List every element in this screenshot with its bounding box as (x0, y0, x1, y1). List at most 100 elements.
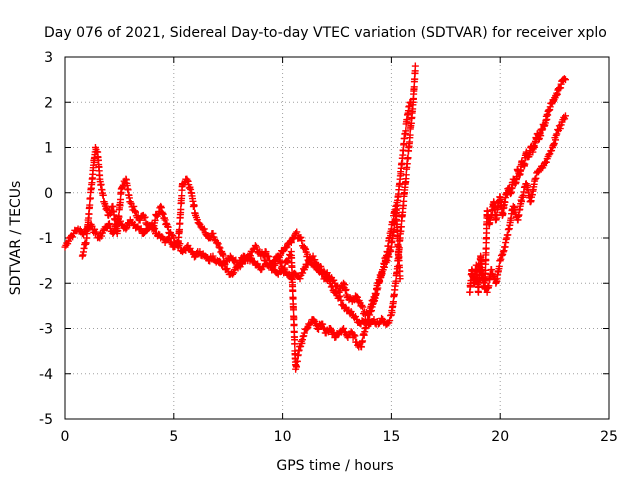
data-point-track-c (283, 243, 291, 251)
data-point-track-b (200, 225, 208, 233)
data-point-track-c (365, 309, 373, 317)
data-point-track-e (550, 140, 558, 148)
y-tick-label: 2 (44, 95, 53, 111)
data-point-track-a (347, 308, 355, 316)
data-point-track-b (290, 320, 298, 328)
data-point-track-e (485, 282, 493, 290)
data-point-track-c (297, 233, 305, 241)
data-point-track-b (350, 331, 358, 339)
data-point-track-b (193, 216, 201, 224)
data-point-track-b (209, 229, 217, 237)
data-point-track-b (190, 202, 198, 210)
data-point-track-b (246, 252, 254, 260)
data-point-track-c (323, 269, 331, 277)
data-point-track-b (99, 191, 107, 199)
data-point-track-c (394, 234, 402, 242)
y-tick-label: -5 (39, 412, 53, 428)
data-point-track-b (329, 328, 337, 336)
x-tick-label: 5 (169, 429, 178, 445)
data-point-track-b (313, 325, 321, 332)
data-point-track-d (560, 75, 568, 83)
data-point-track-e (542, 158, 550, 166)
data-point-track-a (336, 292, 344, 300)
data-point-track-c (335, 288, 343, 296)
data-point-track-b (289, 294, 297, 302)
data-point-track-b (399, 147, 407, 155)
data-point-track-b (289, 287, 297, 295)
data-point-track-b (244, 257, 252, 265)
data-point-track-a (182, 246, 190, 254)
data-point-track-a (209, 252, 217, 260)
data-point-track-c (380, 260, 388, 268)
data-point-track-b (86, 201, 94, 209)
data-point-track-e (531, 175, 539, 183)
data-point-track-b (215, 243, 223, 251)
data-point-track-e (561, 115, 569, 123)
data-point-track-b (300, 329, 308, 337)
data-point-track-b (290, 314, 298, 322)
data-point-track-b (402, 127, 410, 135)
y-axis-label: SDTVAR / TECUs (8, 181, 24, 296)
data-point-track-b (262, 248, 270, 256)
x-tick-label: 0 (61, 429, 70, 445)
data-point-track-a (105, 220, 113, 228)
data-point-track-e (532, 174, 540, 182)
data-point-track-e (548, 147, 556, 155)
data-point-track-a (64, 237, 72, 245)
data-point-track-d (561, 76, 569, 84)
data-point-track-b (340, 325, 348, 332)
data-point-track-c (358, 301, 366, 309)
data-point-track-b (251, 242, 259, 250)
data-point-track-b (115, 213, 123, 221)
y-tick-label: -4 (39, 367, 53, 383)
data-point-track-b (265, 253, 273, 261)
data-point-track-b (319, 320, 327, 328)
data-point-track-a (122, 225, 130, 233)
data-point-track-b (229, 270, 237, 278)
data-point-track-b (195, 219, 203, 227)
data-point-track-a (406, 131, 414, 139)
data-point-track-b (114, 227, 122, 235)
data-point-track-a (105, 220, 113, 228)
data-point-track-b (207, 234, 215, 242)
y-tick-label: 3 (44, 50, 53, 66)
data-point-track-b (177, 206, 185, 214)
data-point-track-b (280, 264, 288, 272)
data-point-track-b (252, 243, 260, 251)
data-point-track-b (320, 324, 328, 332)
data-point-track-b (303, 325, 311, 333)
data-point-track-b (130, 202, 138, 210)
y-tick-label: 1 (44, 141, 53, 157)
data-point-track-a (69, 233, 77, 241)
data-point-track-c (346, 294, 354, 302)
x-tick-label: 10 (274, 429, 292, 445)
data-point-track-b (315, 325, 323, 333)
data-point-track-c (359, 303, 367, 311)
data-point-track-b (126, 198, 134, 206)
data-point-track-c (276, 251, 284, 259)
data-point-track-a (164, 235, 172, 243)
data-point-track-c (363, 310, 371, 318)
data-point-track-b (326, 325, 334, 332)
data-point-track-d (521, 160, 529, 168)
data-point-track-b (230, 269, 238, 277)
data-point-track-b (235, 261, 243, 269)
data-point-track-e (545, 151, 553, 159)
grid-lines (65, 57, 609, 419)
data-point-track-c (396, 275, 404, 283)
data-point-track-e (561, 112, 569, 120)
data-point-track-a (378, 314, 386, 322)
data-point-track-b (214, 240, 222, 248)
data-point-track-c (293, 228, 301, 236)
x-tick-label: 15 (382, 429, 400, 445)
x-axis-label: GPS time / hours (276, 458, 393, 474)
data-point-track-c (292, 229, 300, 237)
data-point-track-a (386, 317, 394, 325)
data-point-track-a (137, 225, 145, 233)
data-point-track-c (309, 252, 317, 260)
data-point-track-b (132, 208, 140, 216)
data-markers (61, 62, 569, 373)
data-point-track-b (136, 216, 144, 224)
data-point-track-c (287, 239, 295, 247)
data-point-track-a (411, 62, 419, 70)
